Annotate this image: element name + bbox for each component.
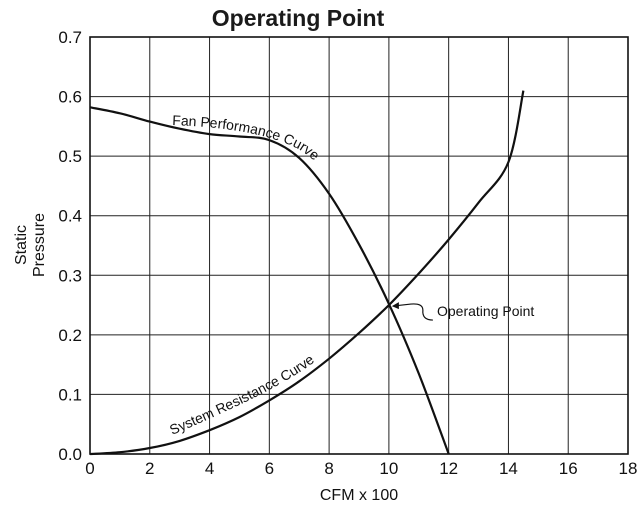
y-tick-label: 0.0 [58, 445, 82, 464]
operating-point-label: Operating Point [437, 303, 534, 319]
y-tick-label: 0.1 [58, 385, 82, 404]
x-tick-label: 0 [85, 459, 94, 478]
x-tick-label: 16 [559, 459, 578, 478]
y-axis-label: Static Pressure [13, 213, 48, 277]
x-tick-label: 10 [379, 459, 398, 478]
x-tick-label: 12 [439, 459, 458, 478]
operating-point-arrowhead [391, 302, 399, 310]
y-tick-label: 0.5 [58, 147, 82, 166]
y-tick-label: 0.7 [58, 28, 82, 47]
y-tick-label: 0.2 [58, 326, 82, 345]
y-tick-label: 0.6 [58, 88, 82, 107]
curves [89, 90, 525, 456]
x-tick-label: 14 [499, 459, 518, 478]
plot-area-frame [89, 36, 629, 455]
chart-title: Operating Point [212, 5, 385, 31]
y-tick-label: 0.3 [58, 266, 82, 285]
system-resistance-curve-line [89, 90, 525, 456]
fan-performance-curve-line [89, 106, 450, 455]
x-tick-label: 18 [619, 459, 638, 478]
operating-point-leader-line [392, 303, 433, 321]
x-tick-label: 8 [324, 459, 333, 478]
x-tick-label: 6 [265, 459, 274, 478]
x-tick-label: 4 [205, 459, 214, 478]
x-axis-label: CFM x 100 [320, 487, 398, 504]
grid-lines [90, 37, 628, 454]
y-tick-label: 0.4 [58, 207, 82, 226]
y-axis-label-line-2: Pressure [31, 213, 48, 277]
x-tick-label: 2 [145, 459, 154, 478]
y-axis-label-line-1: Static [13, 225, 30, 265]
operating-point-annotation [391, 302, 433, 321]
tick-labels: 0 2 4 6 8 10 12 14 16 18 0.0 0.1 0.2 0.3 0.4 0.5 0.6 0.7 [58, 28, 637, 478]
